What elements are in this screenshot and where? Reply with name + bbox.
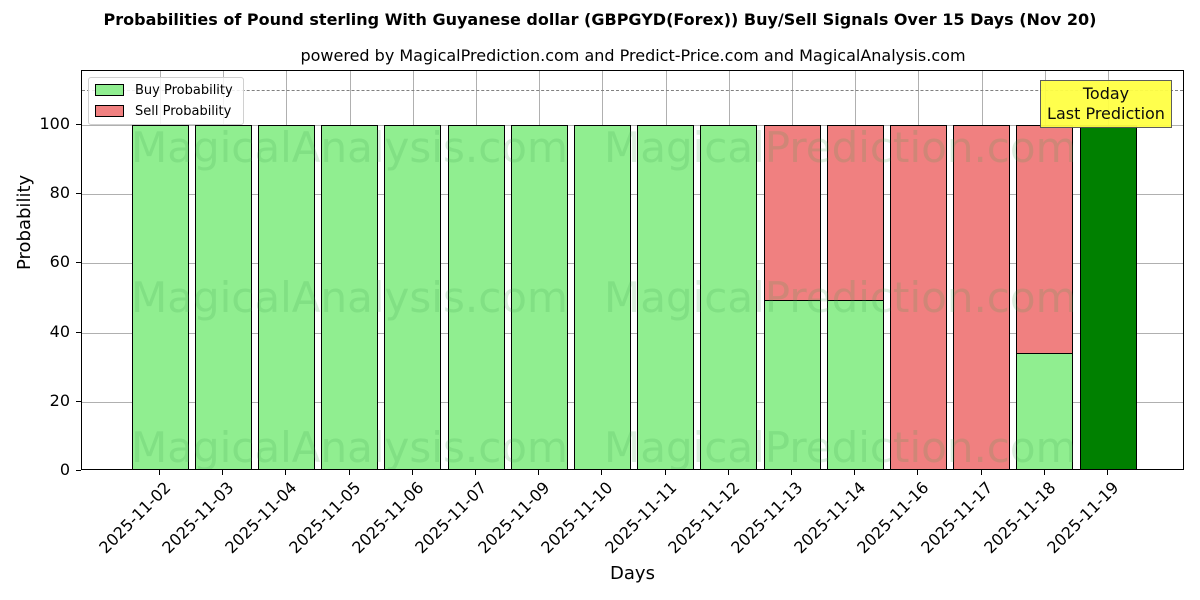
y-axis-label: Probability [14, 174, 35, 270]
x-tick-mark [222, 470, 224, 475]
y-tick-mark [76, 124, 81, 125]
bar-buy [257, 125, 315, 469]
bar-buy [321, 125, 379, 469]
y-tick-label: 40 [49, 321, 70, 341]
y-tick-label: 100 [39, 114, 70, 133]
today-annotation: Today Last Prediction [1040, 80, 1172, 128]
watermark-text: MagicalPrediction.com [604, 423, 1077, 470]
x-tick-mark [601, 470, 603, 475]
x-tick-mark [159, 470, 160, 475]
bar-sell [826, 125, 884, 302]
legend-label-sell: Sell Probability [135, 103, 232, 119]
legend-label-buy: Buy Probability [135, 82, 233, 98]
legend: Buy Probability Sell Probability [88, 77, 244, 125]
bar-buy [384, 125, 442, 469]
bar-sell [889, 125, 947, 469]
watermark-text: MagicalAnalysis.com [131, 273, 568, 322]
watermark-text: MagicalAnalysis.com [131, 123, 568, 172]
reference-line [82, 90, 1183, 92]
bar-buy [510, 125, 568, 469]
gridline-horizontal [82, 263, 1183, 265]
annotation-line-2: Last Prediction [1047, 104, 1165, 123]
x-tick-mark [538, 470, 540, 475]
x-tick-mark [980, 470, 982, 475]
gridline-horizontal [82, 194, 1183, 196]
legend-item-sell: Sell Probability [95, 103, 231, 119]
chart-subtitle: powered by MagicalPrediction.com and Pre… [300, 46, 966, 65]
buy-swatch-icon [95, 84, 124, 96]
x-tick-mark [727, 470, 729, 475]
x-tick-mark [285, 470, 287, 475]
x-tick-mark [1107, 470, 1108, 475]
annotation-line-1: Today [1082, 84, 1130, 103]
legend-item-buy: Buy Probability [95, 82, 233, 98]
bar-buy [1016, 353, 1074, 469]
y-tick-label: 80 [49, 183, 70, 203]
y-tick-label: 20 [49, 390, 70, 410]
bar-buy [763, 300, 821, 469]
x-tick-mark [475, 470, 476, 475]
bar-buy [194, 125, 252, 469]
x-tick-mark [411, 470, 413, 475]
x-tick-mark [791, 470, 792, 475]
x-tick-mark [348, 470, 350, 475]
sell-swatch-icon [95, 105, 124, 117]
bar-buy [1079, 125, 1137, 469]
plot-area: MagicalAnalysis.com MagicalPrediction.com… [81, 70, 1184, 470]
bar-sell [763, 125, 821, 302]
y-tick-label: 0 [59, 460, 70, 479]
gridline-horizontal [82, 401, 1183, 403]
x-tick-mark [1043, 470, 1045, 475]
y-tick-mark [76, 400, 81, 402]
chart-title: Probabilities of Pound sterling With Guy… [103, 10, 1097, 29]
x-tick-mark [664, 470, 666, 475]
bar-buy [447, 125, 505, 469]
y-tick-label: 60 [49, 252, 70, 272]
x-tick-mark [917, 470, 919, 475]
y-tick-mark [76, 470, 81, 471]
watermark-text: MagicalAnalysis.com [131, 423, 568, 470]
bar-buy [637, 125, 695, 469]
watermark-text: MagicalPrediction.com [604, 273, 1077, 322]
x-tick-mark [854, 470, 856, 475]
bar-sell [1016, 125, 1074, 354]
watermark-text: MagicalPrediction.com [604, 123, 1077, 172]
bar-sell [953, 125, 1011, 469]
bar-buy [573, 125, 631, 469]
gridline-horizontal [82, 125, 1183, 126]
y-tick-mark [76, 262, 81, 264]
x-axis-label: Days [610, 563, 655, 584]
bar-buy [700, 125, 758, 469]
y-tick-mark [76, 193, 81, 195]
gridline-horizontal [82, 332, 1183, 334]
bar-buy [826, 300, 884, 469]
bar-buy [131, 125, 189, 469]
y-tick-mark [76, 331, 81, 333]
